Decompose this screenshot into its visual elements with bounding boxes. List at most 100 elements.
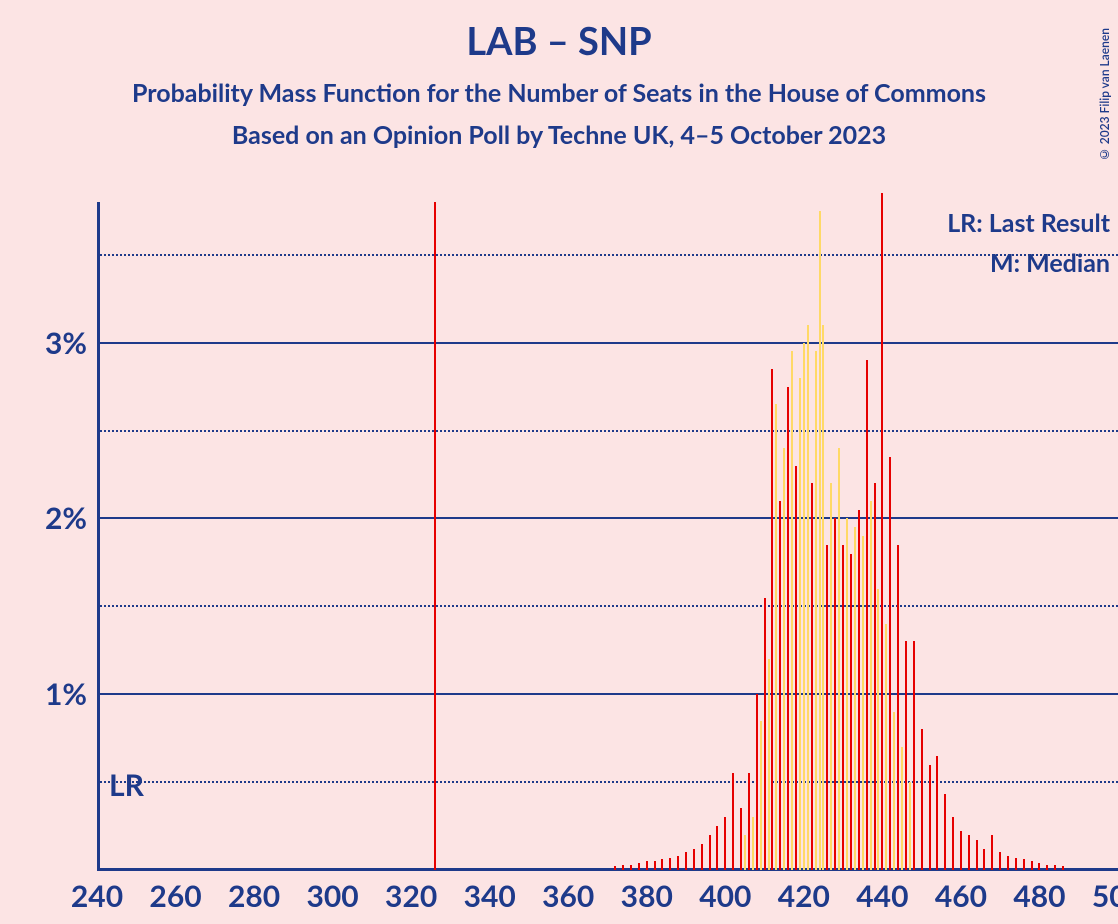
histogram-bar: [999, 852, 1001, 870]
histogram-bar: [716, 826, 718, 870]
histogram-bar: [803, 343, 805, 870]
y-tick-label: 3%: [45, 325, 87, 361]
histogram-bar: [921, 729, 923, 870]
histogram-bar: [654, 861, 656, 870]
histogram-bar: [929, 765, 931, 870]
histogram-bar: [960, 831, 962, 870]
histogram-bar: [822, 325, 824, 870]
y-tick-label: 1%: [45, 676, 87, 712]
x-tick-label: 340: [464, 878, 516, 914]
lr-marker-label: LR: [109, 767, 144, 803]
x-tick-label: 400: [699, 878, 751, 914]
histogram-bar: [885, 624, 887, 870]
histogram-bar: [858, 510, 860, 870]
histogram-bar: [870, 501, 872, 870]
histogram-bar: [760, 721, 762, 870]
x-tick-label: 460: [935, 878, 987, 914]
histogram-bar: [787, 387, 789, 870]
histogram-bar: [791, 351, 793, 870]
grid-major: [100, 693, 1118, 695]
histogram-bar: [874, 483, 876, 870]
histogram-bar: [779, 501, 781, 870]
histogram-bar: [1046, 865, 1048, 870]
histogram-bar: [889, 457, 891, 870]
histogram-bar: [815, 351, 817, 870]
histogram-bar: [768, 659, 770, 870]
histogram-bar: [1007, 856, 1009, 870]
histogram-bar: [622, 865, 624, 870]
histogram-bar: [913, 641, 915, 870]
x-tick-label: 500: [1092, 878, 1118, 914]
x-tick-label: 480: [1013, 878, 1065, 914]
y-tick-label: 2%: [45, 500, 87, 536]
x-tick-label: 260: [149, 878, 201, 914]
legend-m: M: Median: [990, 248, 1110, 278]
histogram-bar: [881, 193, 883, 870]
histogram-bar: [834, 518, 836, 870]
histogram-bar: [701, 844, 703, 870]
histogram-bar: [826, 545, 828, 870]
histogram-bar: [893, 712, 895, 870]
histogram-bar: [693, 849, 695, 870]
histogram-bar: [877, 589, 879, 870]
histogram-bar: [846, 518, 848, 870]
histogram-bar: [764, 598, 766, 870]
histogram-bar: [862, 536, 864, 870]
grid-minor: [100, 605, 1118, 607]
histogram-bar: [771, 369, 773, 870]
x-tick-label: 300: [307, 878, 359, 914]
credit-text: © 2023 Filip van Laenen: [1097, 28, 1112, 162]
histogram-bar: [783, 448, 785, 870]
chart-subtitle-1: Probability Mass Function for the Number…: [0, 78, 1118, 108]
histogram-bar: [740, 808, 742, 870]
x-tick-label: 420: [778, 878, 830, 914]
histogram-bar: [744, 835, 746, 870]
x-tick-label: 440: [856, 878, 908, 914]
histogram-bar: [842, 545, 844, 870]
chart-subtitle-2: Based on an Opinion Poll by Techne UK, 4…: [0, 120, 1118, 150]
histogram-bar: [991, 835, 993, 870]
histogram-bar: [976, 840, 978, 870]
histogram-bar: [838, 448, 840, 870]
x-tick-label: 240: [71, 878, 123, 914]
histogram-bar: [1015, 858, 1017, 870]
histogram-bar: [677, 856, 679, 870]
histogram-bar: [936, 756, 938, 870]
histogram-bar: [799, 378, 801, 870]
histogram-bar: [775, 404, 777, 870]
histogram-bar: [897, 545, 899, 870]
histogram-bar: [944, 794, 946, 870]
plot-area: 1%2%3%2402602803003203403603804004204404…: [97, 202, 1118, 870]
chart-title: LAB – SNP: [0, 18, 1118, 64]
x-tick-label: 320: [385, 878, 437, 914]
histogram-bar: [685, 852, 687, 870]
y-axis: [97, 202, 100, 870]
grid-major: [100, 517, 1118, 519]
histogram-bar: [1031, 861, 1033, 870]
histogram-bar: [669, 858, 671, 870]
histogram-bar: [630, 865, 632, 870]
histogram-bar: [909, 782, 911, 870]
histogram-bar: [756, 694, 758, 870]
histogram-bar: [830, 483, 832, 870]
histogram-bar: [795, 466, 797, 870]
histogram-bar: [968, 835, 970, 870]
histogram-bar: [1023, 859, 1025, 870]
histogram-bar: [866, 360, 868, 870]
histogram-bar: [724, 817, 726, 870]
x-tick-label: 380: [621, 878, 673, 914]
histogram-bar: [905, 641, 907, 870]
grid-minor: [100, 430, 1118, 432]
histogram-bar: [850, 554, 852, 870]
x-tick-label: 360: [542, 878, 594, 914]
histogram-bar: [1054, 865, 1056, 870]
histogram-bar: [854, 527, 856, 870]
histogram-bar: [819, 211, 821, 870]
histogram-bar: [709, 835, 711, 870]
last-result-line: [434, 202, 436, 870]
histogram-bar: [901, 747, 903, 870]
histogram-bar: [748, 773, 750, 870]
grid-major: [100, 342, 1118, 344]
histogram-bar: [983, 849, 985, 870]
histogram-bar: [811, 483, 813, 870]
